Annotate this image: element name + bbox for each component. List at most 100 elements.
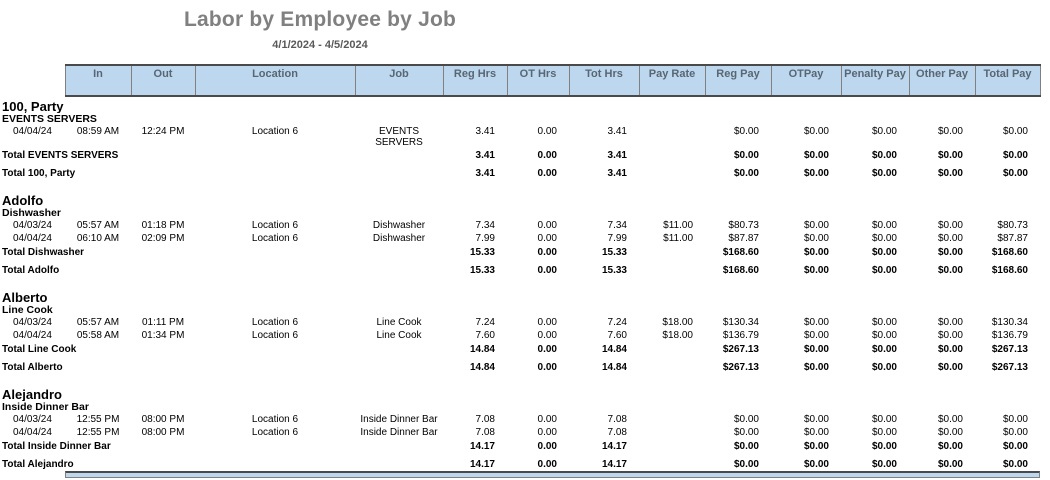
cell-location: Location 6 bbox=[251, 317, 299, 328]
cell-ot_hrs: 0.00 bbox=[537, 317, 557, 328]
cell-pay_rate: $18.00 bbox=[662, 330, 693, 341]
cell-job: Dishwasher bbox=[372, 233, 426, 244]
cell-other_pay: $0.00 bbox=[937, 168, 963, 179]
cell-total_pay: $80.73 bbox=[997, 220, 1028, 231]
cell-in: 05:57 AM bbox=[76, 317, 120, 328]
cell-reg_hrs: 7.24 bbox=[475, 317, 495, 328]
cell-total_pay: $168.60 bbox=[991, 265, 1028, 276]
cell-ot_hrs: 0.00 bbox=[537, 330, 557, 341]
spacer-cell bbox=[0, 179, 1040, 191]
cell-reg_hrs: 15.33 bbox=[469, 265, 495, 276]
cell-reg_pay: $80.73 bbox=[728, 220, 759, 231]
cell-tot_hrs: 7.34 bbox=[607, 220, 627, 231]
cell-date: 04/04/24 bbox=[13, 330, 52, 341]
job-group-name: Dishwasher bbox=[2, 207, 61, 219]
cell-total_pay: $267.13 bbox=[991, 344, 1028, 355]
cell-penalty_pay: $0.00 bbox=[871, 126, 897, 137]
total-label: Total Alberto bbox=[2, 362, 63, 373]
employee-total-row: Total Adolfo 15.33 0.00 15.33 $168.60 $0.00 $0… bbox=[0, 263, 1040, 276]
job-group-title: Inside Dinner Bar bbox=[0, 401, 1040, 413]
cell-penalty_pay: $0.00 bbox=[871, 247, 897, 258]
cell-penalty_pay: $0.00 bbox=[871, 441, 897, 452]
cell-in: 05:58 AM bbox=[76, 330, 120, 341]
cell-reg_hrs: 14.84 bbox=[469, 362, 495, 373]
cell-reg_hrs: 7.99 bbox=[475, 233, 495, 244]
cell-reg_pay: $0.00 bbox=[733, 126, 759, 137]
cell-tot_hrs: 7.08 bbox=[607, 414, 627, 425]
cell-ot_hrs: 0.00 bbox=[537, 441, 557, 452]
job-total-row: Total Dishwasher 15.33 0.00 15.33 $168.60 $0.… bbox=[0, 245, 1040, 258]
job-group-title: EVENTS SERVERS bbox=[0, 113, 1040, 125]
cell-job: Inside Dinner Bar bbox=[360, 414, 438, 425]
cell-total_pay: $0.00 bbox=[1002, 427, 1028, 438]
cell-job: Dishwasher bbox=[372, 220, 426, 231]
cell-job: Line Cook bbox=[376, 330, 422, 341]
cell-penalty_pay: $0.00 bbox=[871, 344, 897, 355]
column-header-ot-hrs: OT Hrs bbox=[506, 64, 570, 97]
report-title: Labor by Employee by Job bbox=[183, 8, 457, 31]
cell-tot_hrs: 3.41 bbox=[607, 126, 627, 137]
cell-reg_hrs: 14.17 bbox=[469, 459, 495, 470]
cell-pay_rate bbox=[639, 148, 705, 161]
cell-in: 06:10 AM bbox=[76, 233, 120, 244]
cell-penalty_pay: $0.00 bbox=[871, 362, 897, 373]
total-label: Total Inside Dinner Bar bbox=[2, 441, 111, 452]
cell-location: Location 6 bbox=[251, 220, 299, 231]
cell-location: Location 6 bbox=[251, 330, 299, 341]
cell-total_pay: $0.00 bbox=[1002, 126, 1028, 137]
cell-ot_pay: $0.00 bbox=[803, 344, 829, 355]
cell-in: 08:59 AM bbox=[76, 126, 120, 137]
total-label: Total Dishwasher bbox=[2, 247, 85, 258]
column-header-job: Job bbox=[354, 64, 444, 97]
cell-out: 08:00 PM bbox=[141, 427, 185, 438]
cell-pay_rate bbox=[639, 263, 705, 276]
employee-name: Alberto bbox=[2, 290, 48, 304]
cell-pay_rate bbox=[639, 166, 705, 179]
job-group-title: Line Cook bbox=[0, 304, 1040, 316]
cell-other_pay: $0.00 bbox=[937, 344, 963, 355]
cell-reg_pay: $267.13 bbox=[722, 344, 759, 355]
cell-location: Location 6 bbox=[251, 414, 299, 425]
cell-reg_hrs: 14.84 bbox=[469, 344, 495, 355]
cell-reg_pay: $0.00 bbox=[733, 414, 759, 425]
cell-out: 02:09 PM bbox=[141, 233, 185, 244]
cell-other_pay: $0.00 bbox=[937, 247, 963, 258]
cell-reg_pay: $0.00 bbox=[733, 168, 759, 179]
job-total-row: Total EVENTS SERVERS 3.41 0.00 3.41 $0.00 $0.… bbox=[0, 148, 1040, 161]
employee-section-title: Alejandro bbox=[0, 385, 1040, 401]
cell-tot_hrs: 14.84 bbox=[601, 362, 627, 373]
cell-penalty_pay: $0.00 bbox=[871, 427, 897, 438]
table-header: In Out Location Job Reg Hrs OT Hrs Tot Hrs Pay … bbox=[0, 64, 1041, 97]
cell-reg_pay: $0.00 bbox=[733, 459, 759, 470]
job-group-name: Inside Dinner Bar bbox=[2, 401, 89, 413]
total-label: Total 100, Party bbox=[2, 168, 76, 179]
total-label: Total Alejandro bbox=[2, 459, 74, 470]
column-header-penalty-pay: Penalty Pay bbox=[840, 64, 910, 97]
cell-total_pay: $168.60 bbox=[991, 247, 1028, 258]
cell-other_pay: $0.00 bbox=[937, 220, 963, 231]
cell-other_pay: $0.00 bbox=[937, 427, 963, 438]
cell-other_pay: $0.00 bbox=[937, 150, 963, 161]
cell-date: 04/04/24 bbox=[13, 126, 52, 137]
cell-ot_pay: $0.00 bbox=[803, 126, 829, 137]
employee-total-row: Total 100, Party 3.41 0.00 3.41 $0.00 $0.00 $0… bbox=[0, 166, 1040, 179]
cell-ot_hrs: 0.00 bbox=[537, 126, 557, 137]
cell-reg_hrs: 3.41 bbox=[475, 168, 495, 179]
cell-other_pay: $0.00 bbox=[937, 459, 963, 470]
cell-pay_rate bbox=[639, 457, 705, 470]
cell-penalty_pay: $0.00 bbox=[871, 414, 897, 425]
column-header-out: Out bbox=[130, 64, 196, 97]
cell-reg_pay: $267.13 bbox=[722, 362, 759, 373]
cell-pay_rate bbox=[639, 125, 705, 148]
cell-other_pay: $0.00 bbox=[937, 126, 963, 137]
cell-location: Location 6 bbox=[251, 126, 299, 137]
cell-reg_hrs: 3.41 bbox=[475, 126, 495, 137]
cell-ot_pay: $0.00 bbox=[803, 414, 829, 425]
cell-ot_hrs: 0.00 bbox=[537, 344, 557, 355]
column-header-total-pay: Total Pay bbox=[974, 64, 1041, 97]
cell-pay_rate: $11.00 bbox=[663, 220, 693, 231]
cell-other_pay: $0.00 bbox=[937, 414, 963, 425]
employee-section-title: 100, Party bbox=[0, 96, 1040, 113]
cell-penalty_pay: $0.00 bbox=[871, 168, 897, 179]
cell-tot_hrs: 14.84 bbox=[601, 344, 627, 355]
